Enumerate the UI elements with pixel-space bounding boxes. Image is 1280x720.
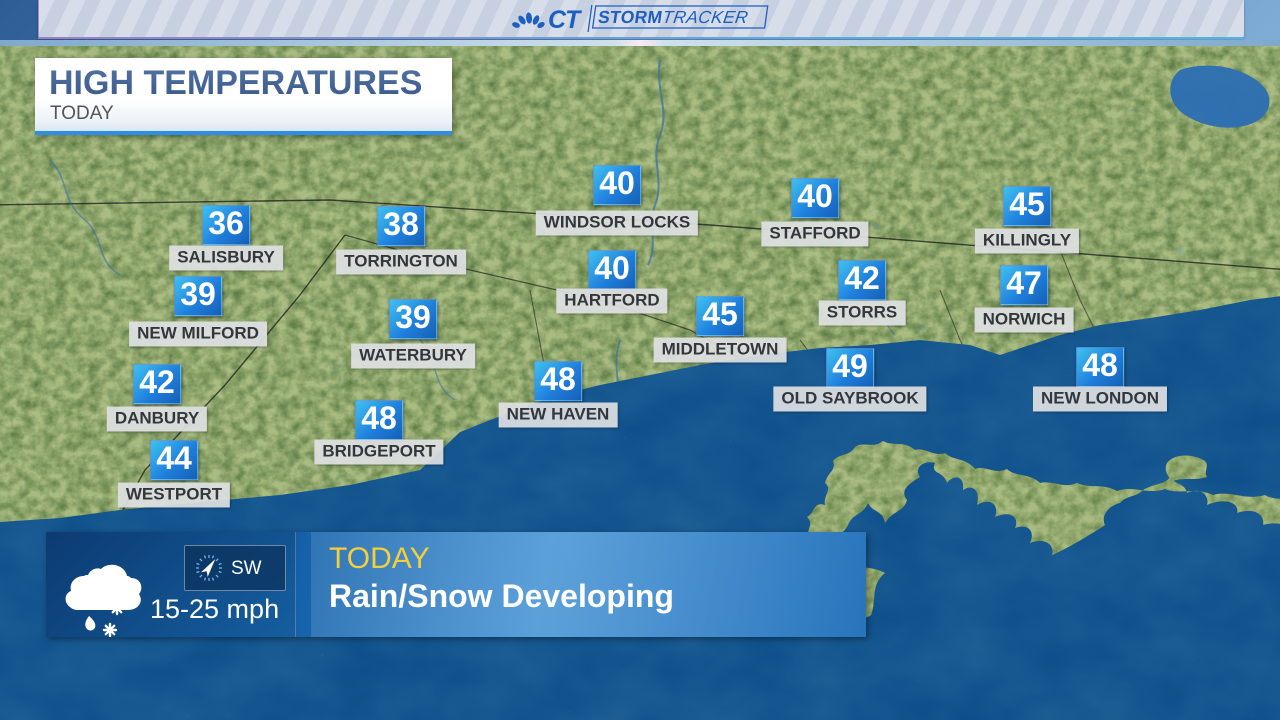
svg-text:CT: CT bbox=[548, 6, 583, 34]
svg-text:STORMTRACKER: STORMTRACKER bbox=[596, 7, 749, 27]
svg-text:SW: SW bbox=[231, 558, 262, 579]
